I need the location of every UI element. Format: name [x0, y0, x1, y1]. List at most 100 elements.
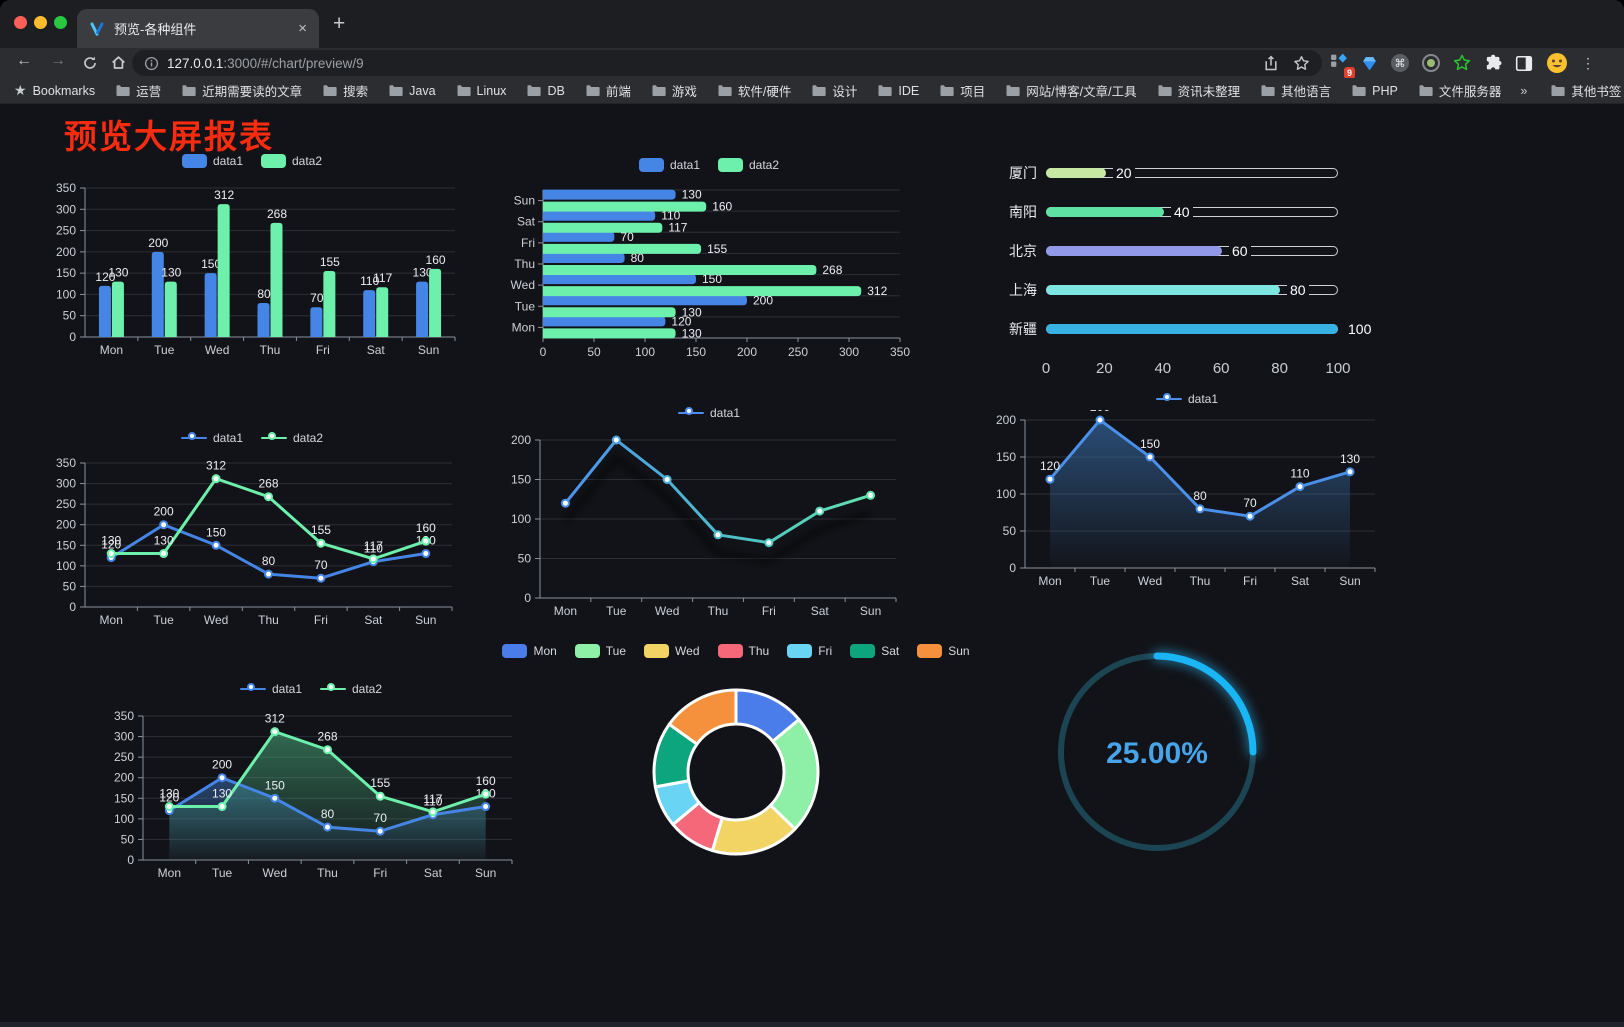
svg-text:200: 200	[56, 518, 76, 532]
bookmark-folder[interactable]: IDE	[876, 84, 919, 98]
back-button[interactable]: ←	[16, 52, 32, 69]
extensions-puzzle-icon[interactable]	[1484, 54, 1502, 72]
chart-canvas: 0 50 100 150 200 250 300 350 Mon Tue Wed Thu Fri Sat S…	[56, 456, 453, 627]
bookmark-folder[interactable]: 前端	[584, 81, 631, 100]
bookmark-folder[interactable]: Java	[387, 84, 436, 98]
legend-item[interactable]: data1	[1155, 392, 1218, 406]
minimize-button[interactable]	[34, 16, 47, 29]
legend-chip-icon	[850, 644, 876, 658]
svg-text:0: 0	[524, 591, 531, 605]
bookmark-folder[interactable]: 项目	[938, 81, 985, 100]
svg-text:100: 100	[56, 287, 76, 301]
bar	[543, 201, 707, 212]
bookmark-folder-list: 运营 近期需要读的文章 搜索 Java Linux DB 前端 游戏 软件/硬件 设计 IDE 项目网…	[114, 81, 1520, 100]
bookmark-folder[interactable]: DB	[525, 84, 565, 98]
legend-item[interactable]: data2	[261, 431, 323, 445]
progress-label: 北京	[1009, 243, 1037, 259]
svg-text:Sat: Sat	[424, 866, 443, 880]
maximize-button[interactable]	[54, 16, 67, 29]
bookmark-folder[interactable]: 游戏	[650, 81, 697, 100]
toolbar: ← → 127.0.0.1:3000/#/chart/preview/9	[0, 48, 1624, 79]
svg-text:Sun: Sun	[1339, 574, 1360, 588]
svg-text:120: 120	[1040, 459, 1060, 473]
svg-text:0: 0	[69, 600, 76, 614]
chart-canvas: 0 50 100 150 200 Mon Tue Wed Thu Fri Sat Sun	[511, 433, 897, 618]
data-point	[1345, 467, 1355, 477]
bar	[543, 295, 747, 306]
address-bar[interactable]: 127.0.0.1:3000/#/chart/preview/9	[132, 50, 1322, 76]
url-text[interactable]: 127.0.0.1:3000/#/chart/preview/9	[167, 55, 364, 71]
home-icon[interactable]	[110, 54, 127, 71]
svg-text:120: 120	[95, 270, 115, 284]
data-point	[375, 791, 385, 801]
legend-item[interactable]: Sun	[917, 644, 970, 658]
extension-grid-icon[interactable]: 9	[1330, 52, 1355, 79]
progress-fill	[1046, 207, 1164, 217]
forward-button[interactable]: →	[50, 52, 66, 69]
other-bookmarks-folder[interactable]: 其他书签	[1549, 81, 1621, 100]
new-tab-button[interactable]: +	[333, 12, 346, 35]
command-extension-icon[interactable]: ⌘	[1391, 54, 1409, 72]
bookmarks-manager[interactable]: ★ Bookmarks	[14, 82, 96, 98]
svg-text:130: 130	[101, 534, 121, 548]
legend-item[interactable]: Thu	[717, 644, 769, 658]
legend-item[interactable]: data2	[718, 158, 779, 172]
legend-item[interactable]: Wed	[644, 644, 700, 658]
svg-text:300: 300	[56, 477, 76, 491]
bookmark-folder[interactable]: 网站/博客/文章/工具	[1004, 81, 1137, 100]
bookmark-folder[interactable]: 文件服务器	[1417, 81, 1501, 100]
close-button[interactable]	[14, 16, 27, 29]
legend-item[interactable]: data1	[677, 406, 740, 420]
site-info-icon[interactable]	[144, 56, 159, 71]
legend-item[interactable]: Fri	[787, 644, 832, 658]
data-point	[323, 745, 332, 755]
svg-text:117: 117	[668, 221, 687, 235]
bookmark-folder[interactable]: 其他语言	[1259, 81, 1331, 100]
recorder-extension-icon[interactable]	[1422, 54, 1440, 72]
bookmark-star-icon[interactable]	[1293, 55, 1310, 72]
profile-avatar[interactable]	[1546, 52, 1568, 74]
green-star-extension-icon[interactable]	[1453, 54, 1471, 72]
gem-extension-icon[interactable]	[1361, 55, 1378, 72]
bookmark-folder[interactable]: 搜索	[321, 81, 368, 100]
bookmark-folder[interactable]: PHP	[1350, 84, 1398, 98]
svg-text:Tue: Tue	[154, 343, 175, 357]
progress-row: 厦门 20	[990, 165, 1392, 182]
legend-item[interactable]: data2	[261, 154, 322, 168]
bookmarks-overflow-button[interactable]: »	[1520, 83, 1528, 98]
legend-item[interactable]: data1	[638, 158, 700, 172]
legend-item[interactable]: data1	[239, 682, 302, 696]
data-point	[421, 536, 431, 546]
svg-text:Sun: Sun	[475, 866, 496, 880]
tab-close-icon[interactable]: ×	[298, 20, 307, 37]
bar	[543, 307, 676, 318]
progress-label: 上海	[1009, 282, 1037, 298]
legend-item[interactable]: Mon	[502, 644, 557, 658]
bookmark-folder[interactable]: 近期需要读的文章	[180, 81, 302, 100]
bookmark-folder[interactable]: 软件/硬件	[716, 81, 791, 100]
legend-item[interactable]: data1	[181, 154, 243, 168]
svg-text:200: 200	[114, 771, 134, 785]
legend-item[interactable]: data1	[180, 431, 243, 445]
bookmark-folder[interactable]: 设计	[810, 81, 857, 100]
svg-text:Wed: Wed	[263, 866, 287, 880]
side-panel-icon[interactable]	[1515, 55, 1533, 72]
browser-tab[interactable]: 预览-各种组件 ×	[77, 9, 319, 48]
bookmark-folder[interactable]: 运营	[114, 81, 161, 100]
legend-chip-icon	[717, 644, 743, 658]
bookmark-folder[interactable]: Linux	[455, 84, 506, 98]
svg-text:200: 200	[56, 245, 76, 259]
share-icon[interactable]	[1263, 55, 1279, 72]
legend-item[interactable]: Sat	[850, 644, 899, 658]
bookmark-folder[interactable]: 资讯未整理	[1156, 81, 1240, 100]
svg-text:Tue: Tue	[212, 866, 233, 880]
progress-label: 厦门	[1009, 165, 1037, 181]
menu-kebab-icon[interactable]: ⋮	[1581, 55, 1595, 71]
legend-item[interactable]: Tue	[574, 644, 626, 658]
svg-text:Fri: Fri	[314, 613, 328, 627]
progress-fill	[1046, 285, 1280, 295]
legend-item[interactable]: data2	[320, 682, 382, 696]
svg-text:200: 200	[996, 413, 1016, 427]
progress-label: 南阳	[1009, 204, 1037, 220]
refresh-icon[interactable]	[82, 55, 98, 71]
